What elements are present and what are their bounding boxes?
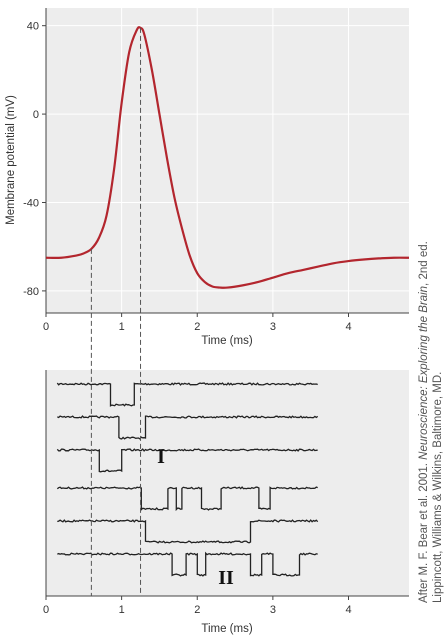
channel-trace-ii xyxy=(56,486,318,512)
ap-x-axis-title: Time (ms) xyxy=(201,335,252,347)
ap-x-tick-label: 3 xyxy=(270,321,276,333)
ap-series-line xyxy=(45,26,410,289)
ch-x-tick-label: 2 xyxy=(194,604,200,616)
ap-y-axis-title: Membrane potential (mV) xyxy=(5,95,17,225)
ch-x-ticks: 0 1 2 3 4 xyxy=(43,596,352,616)
ch-traces xyxy=(56,382,319,577)
action-potential-chart: 40 0 -40 -80 0 1 2 3 4 Time (ms) Membrane poten… xyxy=(5,8,410,347)
ap-y-tick-label: 40 xyxy=(27,21,39,33)
ch-x-tick-label: 4 xyxy=(345,604,351,616)
channel-trace-i xyxy=(56,382,318,407)
ap-x-tick-label: 2 xyxy=(194,321,200,333)
group-label-i: I xyxy=(157,446,165,468)
ap-y-ticks: 40 0 -40 -80 xyxy=(23,21,46,298)
channel-trace-i xyxy=(56,448,318,473)
credit-book-title: Neuroscience: Exploring the Brain xyxy=(418,286,430,460)
ap-x-ticks: 0 1 2 3 4 xyxy=(43,313,352,333)
ap-y-tick-label: -40 xyxy=(23,197,39,209)
channel-trace-ii xyxy=(57,551,318,577)
ch-x-tick-label: 3 xyxy=(270,604,276,616)
group-label-ii: II xyxy=(218,567,234,589)
credit-line-2: Lippincott, Williams & Wilkins, Baltimor… xyxy=(432,372,444,603)
ch-x-tick-label: 1 xyxy=(119,604,125,616)
credit-line-1-a: After M. F. Bear et al. 2001. xyxy=(418,460,430,603)
credit-line-1: After M. F. Bear et al. 2001. Neuroscien… xyxy=(418,241,430,603)
channel-recordings-chart: 0 1 2 3 4 I II Time (ms) xyxy=(43,370,409,635)
ch-x-axis-title: Time (ms) xyxy=(201,623,252,635)
ap-gridlines xyxy=(46,8,409,313)
ap-y-tick-label: -80 xyxy=(23,286,39,298)
ap-x-tick-label: 0 xyxy=(43,321,49,333)
ap-plot-area xyxy=(46,8,409,313)
channel-trace-ii xyxy=(57,519,319,544)
credit-line-1-c: , 2nd ed. xyxy=(418,241,430,286)
channel-trace-i xyxy=(57,415,319,440)
ch-plot-area xyxy=(46,370,409,596)
ch-x-tick-label: 0 xyxy=(43,604,49,616)
credit: After M. F. Bear et al. 2001. Neuroscien… xyxy=(418,241,444,603)
ap-y-tick-label: 0 xyxy=(33,109,39,121)
ap-x-tick-label: 1 xyxy=(119,321,125,333)
ap-x-tick-label: 4 xyxy=(345,321,351,333)
dashed-time-markers xyxy=(90,27,142,596)
